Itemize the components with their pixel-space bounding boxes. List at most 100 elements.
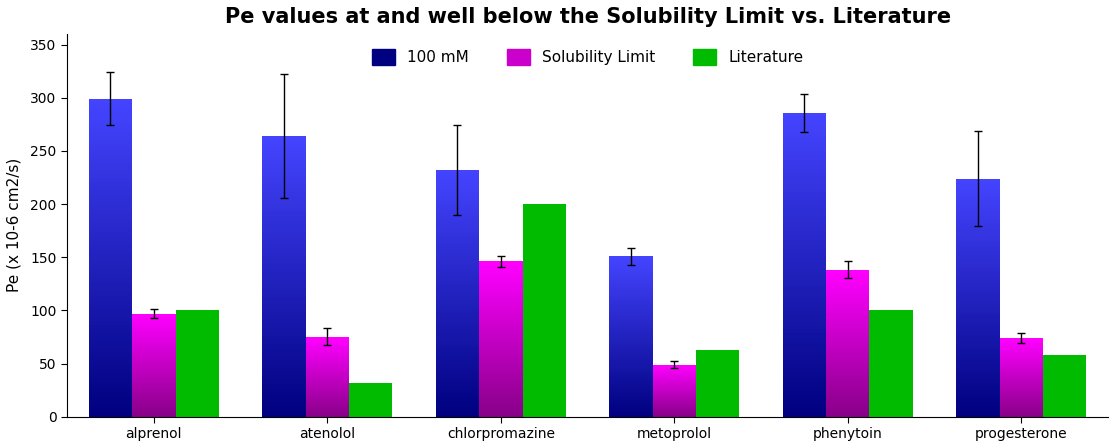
Bar <box>436 401 479 404</box>
Bar <box>826 272 870 274</box>
Bar <box>826 395 870 396</box>
Bar <box>479 263 523 265</box>
Bar <box>783 288 826 291</box>
Bar <box>957 196 1000 199</box>
Bar <box>89 198 133 202</box>
Bar <box>652 410 696 411</box>
Bar <box>1000 388 1043 389</box>
Bar <box>957 411 1000 414</box>
Bar <box>957 292 1000 295</box>
Bar <box>89 155 133 159</box>
Bar <box>957 214 1000 217</box>
Bar <box>826 297 870 299</box>
Bar <box>609 379 652 380</box>
Bar <box>133 362 175 364</box>
Bar <box>306 360 349 361</box>
Bar <box>1000 375 1043 376</box>
Bar <box>262 378 306 382</box>
Bar <box>306 354 349 355</box>
Bar <box>652 376 696 377</box>
Bar <box>957 310 1000 313</box>
Bar <box>1000 352 1043 353</box>
Bar <box>1000 412 1043 413</box>
Bar <box>783 333 826 337</box>
Bar <box>783 272 826 276</box>
Bar <box>783 329 826 333</box>
Bar <box>89 194 133 198</box>
Bar <box>479 337 523 339</box>
Bar <box>609 278 652 280</box>
Bar <box>1000 392 1043 393</box>
Bar <box>133 352 175 353</box>
Bar <box>783 219 826 223</box>
Bar <box>826 376 870 378</box>
Bar <box>89 170 133 174</box>
Bar <box>479 265 523 267</box>
Bar <box>89 353 133 357</box>
Bar <box>1000 403 1043 404</box>
Bar <box>479 397 523 399</box>
Bar <box>262 255 306 259</box>
Bar <box>1000 349 1043 350</box>
Bar <box>306 356 349 357</box>
Bar <box>262 231 306 234</box>
Bar <box>826 391 870 393</box>
Bar <box>783 276 826 280</box>
Bar <box>133 378 175 379</box>
Bar <box>306 382 349 383</box>
Bar <box>89 393 133 397</box>
Bar <box>133 405 175 406</box>
Bar <box>652 396 696 397</box>
Bar <box>1000 376 1043 377</box>
Bar <box>609 396 652 399</box>
Bar <box>262 217 306 220</box>
Bar <box>609 366 652 369</box>
Bar <box>479 388 523 389</box>
Bar <box>89 381 133 385</box>
Bar <box>957 319 1000 321</box>
Bar <box>609 345 652 346</box>
Bar <box>609 296 652 298</box>
Bar <box>262 308 306 311</box>
Bar <box>479 351 523 353</box>
Bar <box>957 185 1000 188</box>
Bar <box>306 372 349 373</box>
Bar <box>479 291 523 293</box>
Bar <box>306 349 349 350</box>
Bar <box>262 290 306 294</box>
Bar <box>436 287 479 290</box>
Bar <box>306 345 349 346</box>
Bar <box>306 400 349 401</box>
Bar <box>262 171 306 175</box>
Bar <box>826 325 870 327</box>
Bar <box>783 280 826 284</box>
Bar <box>133 337 175 338</box>
Bar <box>479 262 523 263</box>
Bar <box>479 376 523 378</box>
Bar <box>306 405 349 406</box>
Bar <box>957 229 1000 232</box>
Bar <box>479 289 523 291</box>
Bar <box>957 297 1000 301</box>
Bar <box>89 115 133 119</box>
Bar <box>826 347 870 349</box>
Bar <box>1000 350 1043 351</box>
Bar <box>957 348 1000 351</box>
Legend: 100 mM, Solubility Limit, Literature: 100 mM, Solubility Limit, Literature <box>363 42 812 73</box>
Bar <box>479 362 523 364</box>
Bar <box>89 190 133 194</box>
Bar <box>783 265 826 268</box>
Bar <box>652 390 696 391</box>
Bar <box>133 380 175 382</box>
Bar <box>783 363 826 367</box>
Bar <box>1000 384 1043 385</box>
Bar <box>133 336 175 337</box>
Bar <box>306 412 349 413</box>
Bar <box>133 338 175 339</box>
Bar <box>262 164 306 168</box>
Bar <box>133 325 175 327</box>
Bar <box>652 399 696 400</box>
Bar <box>1000 351 1043 352</box>
Bar <box>479 413 523 415</box>
Bar <box>133 327 175 328</box>
